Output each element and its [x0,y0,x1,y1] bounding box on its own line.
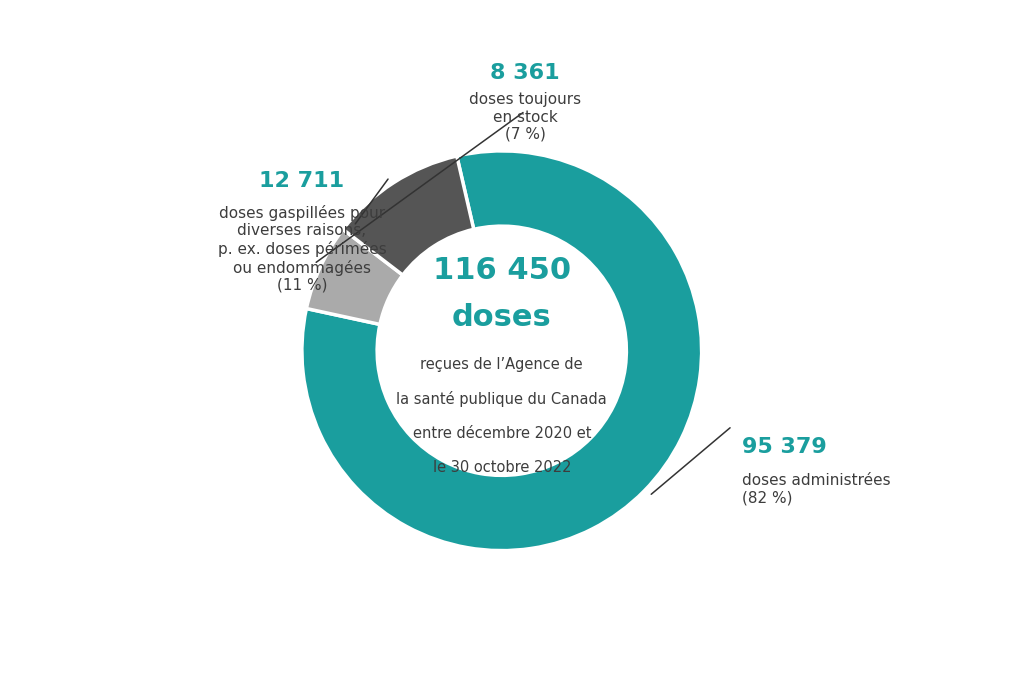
Wedge shape [343,156,474,275]
Text: doses gaspillées pour
diverses raisons,
p. ex. doses périmées
ou endommagées
(11: doses gaspillées pour diverses raisons, … [217,205,386,293]
Text: doses toujours
en stock
(7 %): doses toujours en stock (7 %) [469,92,582,142]
Text: 8 361: 8 361 [490,62,560,83]
Text: doses administrées
(82 %): doses administrées (82 %) [741,473,890,505]
Text: reçues de l’Agence de: reçues de l’Agence de [421,357,583,372]
Text: 12 711: 12 711 [259,171,344,191]
Text: entre décembre 2020 et: entre décembre 2020 et [413,426,591,441]
Wedge shape [306,229,402,324]
Text: 116 450: 116 450 [433,256,570,285]
Wedge shape [302,151,701,551]
Text: doses: doses [452,303,552,332]
Text: le 30 octobre 2022: le 30 octobre 2022 [432,460,571,475]
Text: la santé publique du Canada: la santé publique du Canada [396,391,607,407]
Text: 95 379: 95 379 [741,437,826,456]
